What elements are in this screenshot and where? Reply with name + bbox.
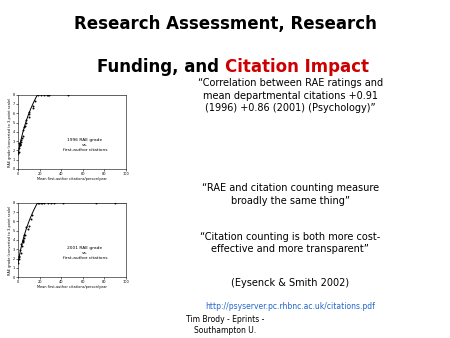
Text: Research Assessment, Research: Research Assessment, Research xyxy=(73,15,377,32)
Point xyxy=(44,92,51,97)
Text: http://psyserver.pc.rhbnc.ac.uk/citations.pdf: http://psyserver.pc.rhbnc.ac.uk/citation… xyxy=(205,302,375,311)
Text: “Citation counting is both more cost-
effective and more transparent”: “Citation counting is both more cost- ef… xyxy=(200,232,380,254)
Point xyxy=(23,225,30,230)
Y-axis label: RAE grade (converted to 3-point scale): RAE grade (converted to 3-point scale) xyxy=(8,97,12,167)
Point xyxy=(28,213,36,218)
Point xyxy=(30,103,37,108)
Point xyxy=(20,237,27,242)
Text: 1996 RAE grade
vs.
first-author citations: 1996 RAE grade vs. first-author citation… xyxy=(63,138,107,152)
X-axis label: Mean first-author citations/person/year: Mean first-author citations/person/year xyxy=(37,177,107,181)
Point xyxy=(29,105,36,111)
Point xyxy=(21,232,28,238)
Point xyxy=(17,250,24,256)
Point xyxy=(16,146,23,151)
Text: Citation Impact: Citation Impact xyxy=(225,58,369,76)
Point xyxy=(26,111,33,116)
Point xyxy=(34,92,41,97)
Point xyxy=(40,200,47,206)
Point xyxy=(18,137,25,142)
Point xyxy=(45,92,52,97)
Point xyxy=(16,140,23,145)
Point xyxy=(38,92,45,97)
Point xyxy=(22,123,29,128)
Text: “RAE and citation counting measure
broadly the same thing”: “RAE and citation counting measure broad… xyxy=(202,183,379,206)
Point xyxy=(15,150,22,155)
Point xyxy=(47,200,54,206)
Point xyxy=(25,114,32,120)
Point xyxy=(112,200,119,206)
Point xyxy=(20,235,27,241)
Point xyxy=(50,200,58,206)
Point xyxy=(15,149,22,155)
Point xyxy=(20,232,27,238)
Text: (Eysenck & Smith 2002): (Eysenck & Smith 2002) xyxy=(231,278,349,288)
Point xyxy=(15,257,22,262)
Point xyxy=(64,92,72,97)
Point xyxy=(92,200,99,206)
Text: Funding, and: Funding, and xyxy=(97,58,225,76)
Point xyxy=(19,240,26,245)
Point xyxy=(44,200,51,206)
Y-axis label: RAE grade (converted to 3-point scale): RAE grade (converted to 3-point scale) xyxy=(8,205,12,275)
Point xyxy=(22,117,30,123)
Point xyxy=(19,133,27,138)
Point xyxy=(19,127,27,132)
Point xyxy=(17,141,24,146)
Point xyxy=(26,223,33,229)
Point xyxy=(18,139,25,144)
Point xyxy=(26,109,33,115)
Text: Tim Brody - Eprints -
Southampton U.: Tim Brody - Eprints - Southampton U. xyxy=(186,315,264,335)
X-axis label: Mean first-author citations/person/year: Mean first-author citations/person/year xyxy=(37,285,107,289)
Point xyxy=(16,142,23,147)
Point xyxy=(40,92,48,97)
Point xyxy=(18,243,26,249)
Point xyxy=(35,200,42,206)
Point xyxy=(35,200,42,206)
Point xyxy=(45,92,52,97)
Text: “Correlation between RAE ratings and
mean departmental citations +0.91
(1996) +0: “Correlation between RAE ratings and mea… xyxy=(198,78,383,113)
Point xyxy=(15,260,22,266)
Point xyxy=(22,120,30,125)
Point xyxy=(19,238,27,244)
Point xyxy=(15,254,22,260)
Point xyxy=(16,141,23,147)
Text: 2001 RAE grade
vs.
first-author citations: 2001 RAE grade vs. first-author citation… xyxy=(63,246,107,260)
Point xyxy=(21,125,28,130)
Point xyxy=(32,98,39,104)
Point xyxy=(18,241,25,247)
Point xyxy=(24,226,32,232)
Point xyxy=(18,135,26,141)
Point xyxy=(37,200,45,206)
Point xyxy=(38,200,45,206)
Point xyxy=(59,200,67,206)
Point xyxy=(16,143,23,148)
Point xyxy=(17,247,24,253)
Point xyxy=(15,254,22,259)
Point xyxy=(27,217,35,222)
